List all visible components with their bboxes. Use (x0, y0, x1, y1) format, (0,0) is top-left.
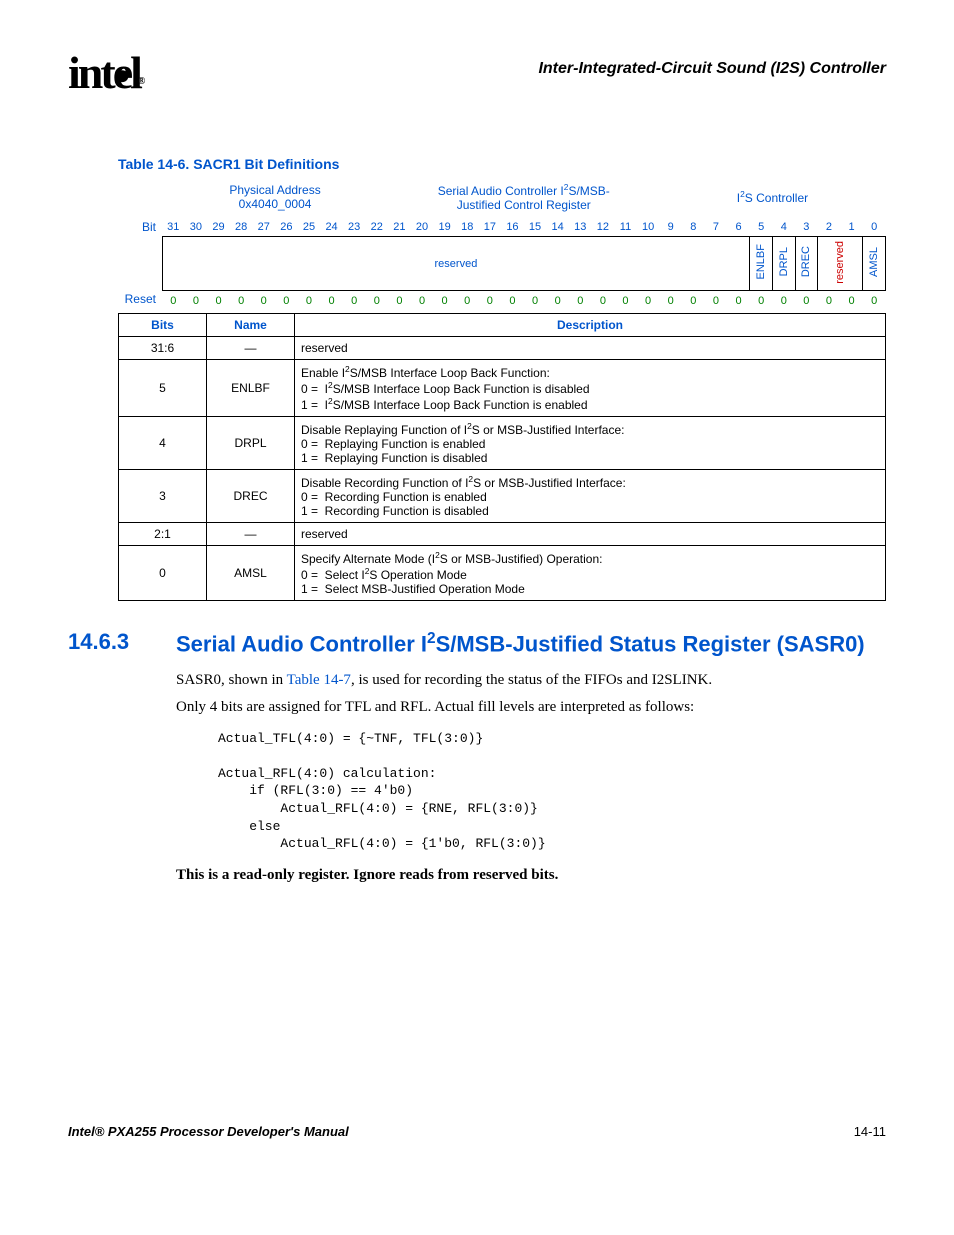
field-reserved-high: reserved (162, 237, 750, 291)
col-desc: Description (295, 314, 886, 337)
field-amsl: AMSL (863, 237, 886, 291)
table-header-row: Bits Name Description (119, 314, 886, 337)
table-row: 0AMSLSpecify Alternate Mode (I2S or MSB-… (119, 546, 886, 601)
code-block: Actual_TFL(4:0) = {~TNF, TFL(3:0)} Actua… (218, 730, 886, 853)
section-number: 14.6.3 (68, 629, 176, 658)
table-row: 3DRECDisable Recording Function of I2S o… (119, 470, 886, 523)
field-drpl: DRPL (772, 237, 795, 291)
table-row: 2:1—reserved (119, 523, 886, 546)
footer-title: Intel® PXA255 Processor Developer's Manu… (68, 1124, 349, 1139)
intel-logo: inte●l® (68, 50, 144, 96)
page-footer: Intel® PXA255 Processor Developer's Manu… (68, 1124, 886, 1139)
table-caption: Table 14-6. SACR1 Bit Definitions (118, 156, 886, 172)
field-enlbf: ENLBF (750, 237, 773, 291)
table-row: 31:6—reserved (119, 337, 886, 360)
body-paragraph: SASR0, shown in Table 14-7, is used for … (176, 672, 886, 689)
register-name: Serial Audio Controller I2S/MSB-Justifie… (388, 182, 659, 218)
table-row: 5ENLBFEnable I2S/MSB Interface Loop Back… (119, 360, 886, 417)
body-note: This is a read-only register. Ignore rea… (176, 867, 886, 884)
table-link[interactable]: Table 14-7 (287, 672, 351, 688)
bit-label: Bit (118, 218, 162, 237)
field-reserved-low: reserved (818, 237, 863, 291)
page-header: inte●l® Inter-Integrated-Circuit Sound (… (68, 50, 886, 96)
section-title: Serial Audio Controller I2S/MSB-Justifie… (176, 629, 865, 658)
reset-row: Reset 00000000000000000000000000000000 (118, 291, 886, 308)
phys-addr: Physical Address0x4040_0004 (162, 182, 388, 218)
col-bits: Bits (119, 314, 207, 337)
body-paragraph: Only 4 bits are assigned for TFL and RFL… (176, 699, 886, 716)
bit-number-row: Bit 313029282726252423222120191817161514… (118, 218, 886, 237)
page-number: 14-11 (854, 1124, 886, 1139)
col-name: Name (207, 314, 295, 337)
description-table: Bits Name Description 31:6—reserved 5ENL… (118, 313, 886, 601)
chapter-title: Inter-Integrated-Circuit Sound (I2S) Con… (538, 50, 886, 78)
bit-diagram: Physical Address0x4040_0004 Serial Audio… (118, 182, 886, 307)
field-drec: DREC (795, 237, 818, 291)
reset-label: Reset (118, 291, 162, 308)
controller-label: I2S Controller (659, 182, 885, 218)
section-heading: 14.6.3 Serial Audio Controller I2S/MSB-J… (68, 629, 886, 658)
bit-field-row: reserved ENLBF DRPL DREC reserved AMSL (118, 237, 886, 291)
table-row: 4DRPLDisable Replaying Function of I2S o… (119, 417, 886, 470)
